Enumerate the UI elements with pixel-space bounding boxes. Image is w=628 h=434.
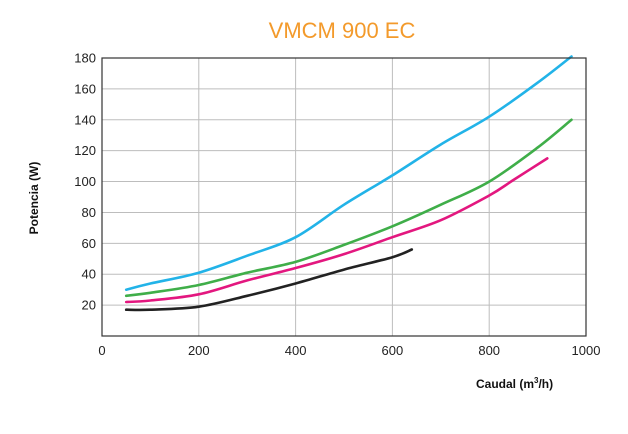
series-line-2: [124, 118, 573, 298]
x-axis-label-tail: /h): [538, 377, 553, 391]
x-tick-label: 0: [98, 343, 105, 358]
plot-frame: [101, 57, 587, 337]
y-axis-label: Potencia (W): [27, 162, 41, 235]
series-layer: [124, 55, 573, 312]
x-tick-label: 400: [285, 343, 307, 358]
x-tick-label: 600: [382, 343, 404, 358]
y-tick-labels: 20 40 60 80 100 120 140 160 180: [74, 51, 96, 313]
x-axis-label: Caudal (m3/h): [476, 376, 553, 391]
grid-lines: [101, 57, 587, 336]
series-line-4: [124, 248, 414, 312]
series-line-1: [124, 55, 573, 291]
x-axis-label-main: Caudal (m: [476, 377, 534, 391]
y-tick-label: 140: [74, 112, 96, 127]
y-tick-label: 100: [74, 174, 96, 189]
y-tick-label: 180: [74, 51, 96, 66]
x-tick-label: 200: [188, 343, 210, 358]
x-axis-label-sup: 3: [534, 376, 539, 385]
y-tick-label: 80: [82, 205, 96, 220]
y-tick-label: 40: [82, 267, 96, 282]
series-line-3: [124, 157, 549, 304]
x-tick-label: 800: [478, 343, 500, 358]
x-tick-labels: 0 200 400 600 800 1000: [98, 343, 600, 358]
x-tick-label: 1000: [572, 343, 601, 358]
y-tick-label: 160: [74, 81, 96, 96]
y-tick-label: 120: [74, 143, 96, 158]
y-tick-label: 20: [82, 298, 96, 313]
chart-title: VMCM 900 EC: [269, 18, 416, 43]
y-tick-label: 60: [82, 236, 96, 251]
